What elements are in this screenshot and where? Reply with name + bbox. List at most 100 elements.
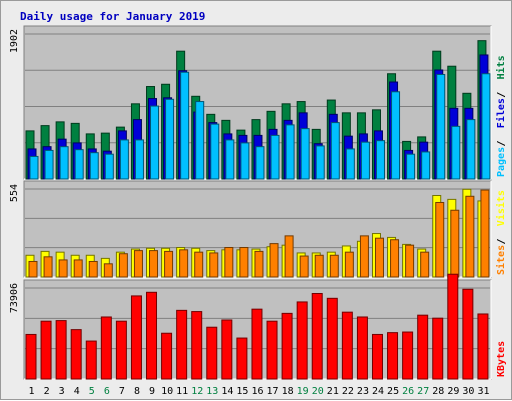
bar-kbytes-day-25 — [387, 332, 399, 380]
bar-pages-day-9 — [150, 105, 160, 180]
x-tick-label-31: 31 — [477, 386, 489, 397]
bar-kbytes-day-15 — [236, 337, 248, 380]
x-tick-label-9: 9 — [149, 386, 155, 397]
bar-sites-day-14 — [224, 247, 234, 278]
bar-pages-day-30 — [466, 119, 476, 180]
bar-kbytes-day-14 — [221, 319, 233, 380]
bar-kbytes-day-5 — [85, 340, 97, 380]
x-tick-label-14: 14 — [221, 386, 233, 397]
bar-pages-day-2 — [44, 149, 54, 180]
x-tick-label-27: 27 — [417, 386, 429, 397]
ymax-label: 73906 — [9, 283, 20, 313]
ymax-label: 1902 — [9, 29, 20, 53]
bar-sites-day-7 — [118, 253, 128, 278]
bar-sites-day-23 — [359, 235, 369, 278]
x-tick-label-12: 12 — [191, 386, 203, 397]
bar-sites-day-17 — [269, 243, 279, 278]
bar-kbytes-day-3 — [55, 320, 67, 380]
bar-pages-day-6 — [104, 153, 114, 180]
x-tick-label-11: 11 — [176, 386, 188, 397]
bar-sites-day-4 — [73, 259, 83, 278]
bar-kbytes-day-28 — [432, 317, 444, 380]
bar-sites-day-5 — [88, 260, 98, 278]
bar-pages-day-21 — [330, 122, 340, 180]
bar-pages-day-3 — [59, 146, 69, 180]
bar-sites-day-1 — [28, 260, 38, 278]
bar-pages-day-7 — [119, 139, 129, 180]
bar-pages-day-25 — [391, 91, 401, 180]
bar-sites-day-2 — [43, 256, 53, 278]
bar-pages-day-29 — [451, 125, 461, 180]
bar-kbytes-day-4 — [70, 329, 82, 380]
bar-kbytes-day-7 — [115, 320, 127, 380]
bar-pages-day-16 — [255, 146, 265, 180]
bar-sites-day-29 — [450, 209, 460, 278]
bar-sites-day-28 — [435, 201, 445, 278]
legend-files: Files — [495, 98, 507, 128]
chart-title: Daily usage for January 2019 — [20, 10, 205, 23]
x-tick-label-6: 6 — [104, 386, 110, 397]
bar-pages-day-8 — [134, 139, 144, 180]
bar-sites-day-21 — [329, 254, 339, 278]
bar-pages-day-19 — [300, 128, 310, 180]
bar-sites-day-31 — [480, 189, 490, 278]
bar-pages-day-10 — [165, 98, 175, 180]
bar-sites-day-24 — [374, 237, 384, 278]
bar-kbytes-day-10 — [161, 332, 173, 380]
bar-sites-day-20 — [314, 254, 324, 278]
x-tick-label-23: 23 — [357, 386, 369, 397]
x-tick-label-10: 10 — [161, 386, 173, 397]
x-tick-label-24: 24 — [372, 386, 384, 397]
x-tick-label-18: 18 — [282, 386, 294, 397]
bar-pages-day-14 — [225, 139, 235, 180]
x-tick-label-20: 20 — [312, 386, 324, 397]
bar-pages-day-17 — [270, 134, 280, 180]
bar-pages-day-22 — [345, 148, 355, 180]
bar-pages-day-26 — [406, 153, 416, 180]
x-tick-label-13: 13 — [206, 386, 218, 397]
legend-separator: / — [496, 92, 507, 98]
bar-sites-day-18 — [284, 235, 294, 278]
legend-visits: Visits — [495, 190, 507, 226]
bar-kbytes-day-20 — [311, 292, 323, 380]
x-tick-label-3: 3 — [59, 386, 65, 397]
bar-sites-day-13 — [209, 252, 219, 278]
bar-kbytes-day-17 — [266, 320, 278, 380]
bar-sites-day-6 — [103, 263, 113, 278]
x-tick-label-4: 4 — [74, 386, 80, 397]
bar-kbytes-day-30 — [462, 288, 474, 380]
x-tick-label-22: 22 — [342, 386, 354, 397]
bar-kbytes-day-18 — [281, 312, 293, 380]
bar-kbytes-day-12 — [191, 311, 203, 380]
bar-pages-day-27 — [421, 151, 431, 180]
x-tick-label-25: 25 — [387, 386, 399, 397]
x-tick-label-2: 2 — [44, 386, 50, 397]
bar-pages-day-24 — [375, 140, 385, 180]
bar-pages-day-20 — [315, 145, 325, 180]
x-tick-label-28: 28 — [432, 386, 444, 397]
bar-kbytes-day-2 — [40, 320, 52, 380]
bar-sites-day-10 — [164, 250, 174, 278]
bar-sites-day-15 — [239, 247, 249, 278]
bar-pages-day-18 — [285, 124, 295, 180]
legend-hits: Hits — [495, 55, 507, 79]
bar-kbytes-day-22 — [341, 311, 353, 380]
legend-separator: / — [496, 140, 507, 146]
ymax-label: 554 — [9, 184, 20, 202]
bar-sites-day-25 — [390, 239, 400, 278]
bar-pages-day-28 — [436, 73, 446, 180]
bar-pages-day-15 — [240, 142, 250, 180]
bar-pages-day-1 — [29, 155, 39, 180]
bar-kbytes-day-29 — [447, 273, 459, 380]
x-tick-label-29: 29 — [447, 386, 459, 397]
bar-pages-day-13 — [210, 123, 220, 180]
bar-sites-day-16 — [254, 250, 264, 278]
x-tick-label-16: 16 — [251, 386, 263, 397]
bar-kbytes-day-19 — [296, 301, 308, 380]
legend-kbytes: KBytes — [496, 341, 507, 377]
bar-kbytes-day-23 — [356, 316, 368, 380]
bar-pages-day-5 — [89, 152, 99, 180]
bar-sites-day-22 — [344, 251, 354, 278]
x-tick-label-15: 15 — [236, 386, 248, 397]
